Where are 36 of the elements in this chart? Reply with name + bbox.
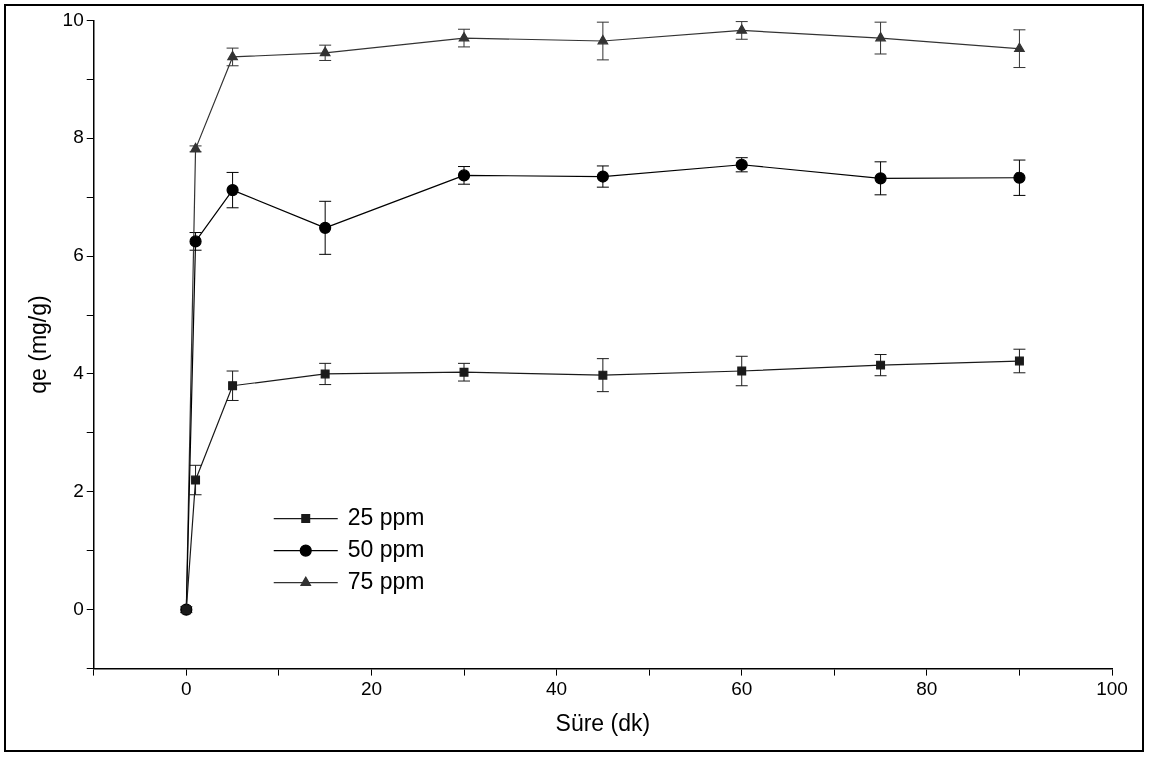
x-axis-title: Süre (dk) xyxy=(555,709,651,736)
x-tick-label: 20 xyxy=(360,678,383,700)
x-tick-label: 100 xyxy=(1096,678,1128,700)
y-tick-label: 8 xyxy=(73,126,84,148)
y-axis-title: qe (mg/g) xyxy=(25,295,52,394)
point xyxy=(320,369,330,379)
point xyxy=(737,366,747,376)
point xyxy=(226,184,239,197)
point xyxy=(228,381,238,391)
point xyxy=(736,24,748,34)
point xyxy=(598,370,608,380)
point xyxy=(876,360,886,370)
point xyxy=(1014,42,1025,53)
point xyxy=(596,170,609,183)
y-tick-label: 6 xyxy=(73,244,84,266)
y-tick-label: 2 xyxy=(73,480,84,502)
x-tick-label: 40 xyxy=(546,678,568,700)
legend-label: 50 ppm xyxy=(347,535,425,562)
legend-label: 25 ppm xyxy=(347,503,425,530)
point xyxy=(874,172,887,185)
x-tick-label: 60 xyxy=(731,678,753,700)
x-tick-label: 80 xyxy=(916,678,938,700)
point xyxy=(319,46,331,57)
y-tick-label: 10 xyxy=(62,8,84,30)
point xyxy=(319,221,332,234)
y-tick-label: 0 xyxy=(73,597,84,619)
point xyxy=(597,34,609,45)
point xyxy=(191,475,201,485)
y-tick-label: 4 xyxy=(73,362,85,384)
point xyxy=(1013,171,1026,184)
point xyxy=(227,50,238,61)
legend-label: 75 ppm xyxy=(347,567,425,594)
x-tick-label: 0 xyxy=(181,678,192,700)
point xyxy=(875,31,886,42)
point xyxy=(458,31,470,42)
point xyxy=(1014,356,1024,366)
